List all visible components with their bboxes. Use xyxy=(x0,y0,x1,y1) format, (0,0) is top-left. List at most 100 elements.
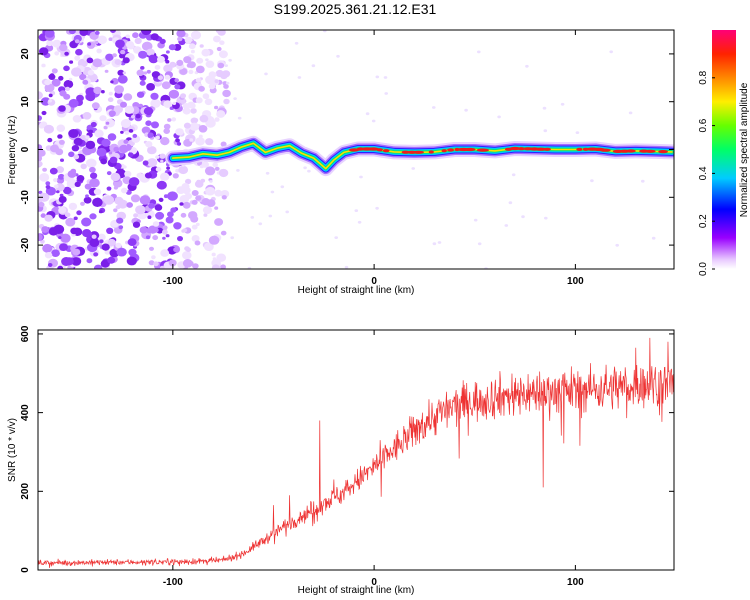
noise-blob xyxy=(118,225,124,230)
noise-blob xyxy=(64,257,74,266)
noise-blob xyxy=(108,151,113,155)
noise-blob xyxy=(42,167,47,172)
noise-blob xyxy=(165,59,170,64)
noise-blob xyxy=(157,55,165,63)
noise-blob xyxy=(93,252,99,257)
noise-blob xyxy=(60,158,64,162)
noise-blob xyxy=(38,149,46,157)
noise-blob xyxy=(182,107,191,115)
noise-blob xyxy=(165,234,170,238)
noise-blob xyxy=(127,238,137,247)
noise-blob xyxy=(115,205,121,210)
colorbar-tick-label: 0.4 xyxy=(698,166,709,180)
noise-blob xyxy=(123,93,133,101)
noise-blob xyxy=(150,33,159,41)
noise-blob xyxy=(88,129,94,134)
noise-blob xyxy=(148,225,158,234)
noise-blob xyxy=(183,56,192,64)
noise-blob xyxy=(195,137,205,146)
noise-blob xyxy=(211,264,220,269)
noise-blob xyxy=(190,49,195,54)
noise-blob xyxy=(181,183,190,190)
noise-blob xyxy=(222,89,231,98)
noise-blob xyxy=(214,218,224,226)
noise-blob xyxy=(126,256,137,266)
noise-blob xyxy=(155,135,160,140)
spectrogram-y-tick-label: 20 xyxy=(20,48,31,60)
noise-blob xyxy=(179,195,190,204)
noise-blob xyxy=(73,154,80,160)
noise-blob xyxy=(268,214,273,218)
noise-blob xyxy=(136,91,145,98)
noise-blob xyxy=(54,51,60,56)
noise-blob xyxy=(371,119,376,123)
snr-y-axis: 0 200 400 600 xyxy=(20,325,674,573)
noise-blob xyxy=(195,195,202,201)
noise-blob xyxy=(477,50,481,54)
noise-blob xyxy=(205,60,215,68)
noise-blob xyxy=(120,119,131,128)
noise-blob xyxy=(191,199,198,205)
noise-blob xyxy=(143,107,154,116)
noise-blob xyxy=(138,50,148,59)
noise-blob xyxy=(163,100,172,108)
noise-blob xyxy=(122,71,127,75)
noise-blob xyxy=(64,212,71,218)
noise-blob xyxy=(97,35,107,45)
noise-blob xyxy=(184,36,193,44)
noise-blob xyxy=(148,54,156,61)
noise-blob xyxy=(41,110,47,116)
noise-blob xyxy=(153,261,159,267)
noise-blob xyxy=(47,137,53,143)
noise-blob xyxy=(258,222,263,226)
snr-line xyxy=(38,337,674,568)
noise-blob xyxy=(205,138,214,146)
noise-blob xyxy=(217,62,225,69)
noise-blob xyxy=(108,91,113,96)
noise-blob xyxy=(164,74,171,80)
noise-blob xyxy=(108,37,113,41)
noise-blob xyxy=(179,68,188,75)
noise-blob xyxy=(49,167,58,175)
ridge-peak xyxy=(543,147,551,151)
noise-blob xyxy=(166,166,171,170)
noise-blob xyxy=(152,235,159,241)
snr-frame xyxy=(37,329,675,571)
noise-blob xyxy=(139,195,151,205)
noise-blob xyxy=(174,78,179,83)
noise-blob xyxy=(344,265,349,269)
noise-blob xyxy=(65,86,70,91)
snr-x-label: Height of straight line (km) xyxy=(298,585,415,596)
noise-blob xyxy=(76,210,82,216)
spectrogram-noise xyxy=(38,30,656,269)
noise-blob xyxy=(108,110,116,117)
noise-blob xyxy=(542,106,547,110)
noise-blob xyxy=(73,216,78,221)
noise-blob xyxy=(220,141,227,147)
noise-blob xyxy=(151,71,160,79)
noise-blob xyxy=(152,221,160,227)
ridge-peak xyxy=(626,149,636,153)
noise-blob xyxy=(384,92,389,95)
noise-blob xyxy=(80,163,87,170)
noise-blob xyxy=(43,124,55,134)
noise-blob xyxy=(87,69,95,76)
noise-blob xyxy=(82,79,89,85)
noise-blob xyxy=(116,247,127,257)
noise-blob xyxy=(92,58,103,68)
noise-blob xyxy=(70,227,78,235)
noise-blob xyxy=(162,236,166,240)
noise-blob xyxy=(38,190,43,195)
noise-blob xyxy=(59,243,68,252)
noise-blob xyxy=(102,197,108,202)
spectrogram-y-tick-label: 0 xyxy=(20,146,31,152)
noise-blob xyxy=(214,189,223,197)
noise-blob xyxy=(38,91,43,100)
noise-blob xyxy=(60,233,71,243)
noise-blob xyxy=(214,105,219,110)
noise-blob xyxy=(93,188,102,195)
ridge-peak xyxy=(658,150,668,154)
noise-blob xyxy=(411,167,416,170)
noise-blob xyxy=(508,201,513,205)
noise-blob xyxy=(106,186,112,191)
